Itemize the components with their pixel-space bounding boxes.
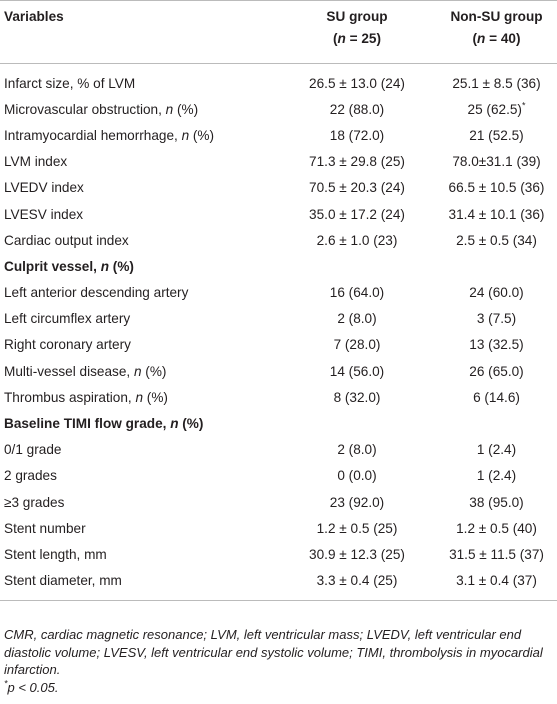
data-row: LVESV index 35.0 ± 17.2 (24) 31.4 ± 10.1 (… [0, 201, 557, 227]
row-label: Left anterior descending artery [4, 285, 189, 301]
section-label: Culprit vessel, n (%) [4, 258, 134, 274]
cell: 6 (14.6) [473, 389, 520, 405]
cell: 13 (32.5) [469, 337, 524, 353]
cell: 2.6 ± 1.0 (23) [316, 232, 398, 248]
header-cell [0, 27, 278, 64]
cell: 71.3 ± 29.8 (25) [309, 154, 405, 170]
row-label: Left circumflex artery [4, 311, 131, 327]
cell: 26 (65.0) [469, 363, 524, 379]
row-label: Stent length, mm [4, 546, 107, 562]
header-count-row: (n = 25) (n = 40) [0, 27, 557, 64]
cell: 7 (28.0) [333, 337, 381, 353]
header-cell: Non-SU group [436, 0, 557, 27]
footnotes: CMR, cardiac magnetic resonance; LVM, le… [4, 626, 552, 696]
row-label: Thrombus aspiration, n (%) [4, 389, 168, 405]
cell: 16 (64.0) [329, 285, 385, 301]
row-label: Infarct size, % of LVM [4, 75, 136, 91]
footnote: CMR, cardiac magnetic resonance; LVM, le… [4, 627, 543, 677]
cell: 18 (72.0) [329, 127, 385, 143]
cell: 21 (52.5) [469, 127, 524, 143]
cell: 3.3 ± 0.4 (25) [278, 567, 436, 601]
data-row: 2 grades 0 (0.0) 1 (2.4) [0, 463, 557, 489]
row-label: LVEDV index [4, 180, 84, 196]
row-label: Stent number [4, 520, 86, 536]
data-row: Intramyocardial hemorrhage, n (%) 18 (72.… [0, 122, 557, 148]
row-label: Multi-vessel disease, n (%) [4, 363, 167, 379]
cell: 1 (2.4) [476, 442, 517, 458]
header-cell: Variables [0, 0, 278, 27]
data-row: Right coronary artery 7 (28.0) 13 (32.5) [0, 332, 557, 358]
cell: 26.5 ± 13.0 (24) [309, 75, 405, 91]
row-label: LVESV index [4, 206, 84, 222]
cell: 35.0 ± 17.2 (24) [309, 206, 405, 222]
data-row: 0/1 grade 2 (8.0) 1 (2.4) [0, 437, 557, 463]
cell: 1.2 ± 0.5 (25) [316, 520, 398, 536]
data-row: Left anterior descending artery 16 (64.0)… [0, 280, 557, 306]
cell: 22 (88.0) [329, 101, 385, 117]
row-label: Intramyocardial hemorrhage, n (%) [4, 127, 215, 143]
data-row: Microvascular obstruction, n (%) 22 (88.0… [0, 96, 557, 122]
row-label: Stent diameter, mm [0, 567, 278, 601]
cell: 2 (8.0) [337, 311, 377, 327]
section-label: Baseline TIMI flow grade, n (%) [4, 416, 204, 432]
cell: 23 (92.0) [329, 494, 385, 510]
data-row: Left circumflex artery 2 (8.0) 3 (7.5) [0, 306, 557, 332]
cell: 31.4 ± 10.1 (36) [448, 206, 545, 222]
data-row: Multi-vessel disease, n (%) 14 (56.0) 26 (… [0, 358, 557, 384]
section-row: Culprit vessel, n (%) [0, 253, 557, 279]
header-count: (n = 40) [436, 27, 557, 64]
data-row: LVM index 71.3 ± 29.8 (25) 78.0±31.1 (39) [0, 149, 557, 175]
data-row: Stent number 1.2 ± 0.5 (25) 1.2 ± 0.5 (40) [0, 515, 557, 541]
cell: 38 (95.0) [469, 494, 524, 510]
table-body: Infarct size, % of LVM 26.5 ± 13.0 (24) 25… [0, 64, 557, 601]
row-label: LVM index [4, 154, 68, 170]
data-row: Infarct size, % of LVM 26.5 ± 13.0 (24) 25… [0, 64, 557, 97]
cell: 24 (60.0) [469, 285, 524, 301]
header-cell: SU group [278, 0, 436, 27]
cell: 14 (56.0) [329, 363, 385, 379]
data-row: Thrombus aspiration, n (%) 8 (32.0) 6 (14.… [0, 384, 557, 410]
cell: 31.5 ± 11.5 (37) [449, 546, 544, 562]
cell: 0 (0.0) [337, 468, 377, 484]
row-label: 2 grades [4, 468, 57, 484]
cell: 66.5 ± 10.5 (36) [448, 180, 545, 196]
data-row: Stent diameter, mm 3.3 ± 0.4 (25) 3.1 ± 0.… [0, 567, 557, 601]
row-label: Cardiac output index [4, 232, 129, 248]
header-row: Variables SU group Non-SU group [0, 0, 557, 27]
row-label: Microvascular obstruction, n (%) [4, 101, 199, 117]
cell: 70.5 ± 20.3 (24) [309, 180, 405, 196]
cell: 3 (7.5) [476, 311, 517, 327]
cell: 3.1 ± 0.4 (37) [436, 567, 557, 601]
cell: 1.2 ± 0.5 (40) [456, 520, 537, 536]
data-row: LVEDV index 70.5 ± 20.3 (24) 66.5 ± 10.5 (… [0, 175, 557, 201]
section-row: Baseline TIMI flow grade, n (%) [0, 410, 557, 436]
data-row: Stent length, mm 30.9 ± 12.3 (25) 31.5 ± 1… [0, 541, 557, 567]
header-count: (n = 25) [278, 27, 436, 64]
cell: 78.0±31.1 (39) [452, 154, 541, 170]
row-label: Right coronary artery [4, 337, 131, 353]
footnote: *p < 0.05. [4, 678, 59, 695]
cell: 2.5 ± 0.5 (34) [456, 232, 537, 248]
data-row: Cardiac output index 2.6 ± 1.0 (23) 2.5 ± … [0, 227, 557, 253]
cell: 8 (32.0) [333, 389, 381, 405]
data-table: Variables SU group Non-SU group (n = 25)… [0, 0, 557, 601]
cell: 25 (62.5)* [467, 100, 526, 117]
cell: 1 (2.4) [476, 468, 517, 484]
row-label: ≥3 grades [4, 494, 65, 510]
row-label: 0/1 grade [4, 442, 62, 458]
cell: 25.1 ± 8.5 (36) [452, 75, 541, 91]
cell: 2 (8.0) [337, 442, 377, 458]
data-row: ≥3 grades 23 (92.0) 38 (95.0) [0, 489, 557, 515]
cell: 30.9 ± 12.3 (25) [309, 546, 405, 562]
